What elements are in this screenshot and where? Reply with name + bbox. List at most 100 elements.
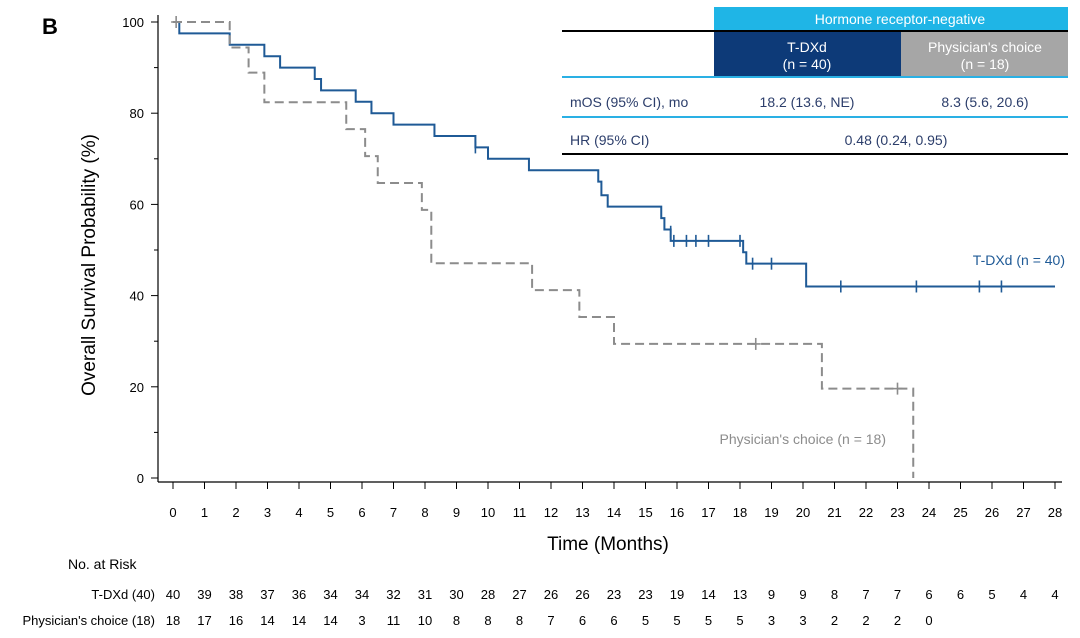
x-tick-label: 6 <box>358 505 365 520</box>
risk-value-tdxd: 13 <box>733 587 747 602</box>
x-tick-label: 5 <box>327 505 334 520</box>
x-tick-label: 8 <box>421 505 428 520</box>
x-tick-label: 18 <box>733 505 747 520</box>
risk-value-tdxd: 26 <box>575 587 589 602</box>
risk-value-pc: 11 <box>387 613 401 628</box>
x-tick-label: 0 <box>169 505 176 520</box>
risk-value-tdxd: 30 <box>449 587 463 602</box>
x-tick-label: 16 <box>670 505 684 520</box>
y-tick-label: 40 <box>130 289 144 304</box>
x-tick-label: 14 <box>607 505 621 520</box>
risk-value-pc: 2 <box>862 613 869 628</box>
risk-value-pc: 5 <box>736 613 743 628</box>
panel-label: B <box>42 14 58 39</box>
y-tick-label: 100 <box>122 15 144 30</box>
risk-value-pc: 6 <box>610 613 617 628</box>
risk-value-pc: 2 <box>894 613 901 628</box>
risk-value-tdxd: 38 <box>229 587 243 602</box>
table-col1-header: T-DXd <box>787 39 827 55</box>
risk-value-pc: 5 <box>673 613 680 628</box>
risk-value-tdxd: 37 <box>260 587 274 602</box>
risk-value-pc: 18 <box>166 613 180 628</box>
risk-value-pc: 16 <box>229 613 243 628</box>
km-curves <box>171 16 1055 478</box>
y-tick-label: 80 <box>130 106 144 121</box>
table-col2-header: Physician's choice <box>928 39 1042 55</box>
risk-value-tdxd: 8 <box>831 587 838 602</box>
x-tick-label: 23 <box>890 505 904 520</box>
x-tick-label: 21 <box>827 505 841 520</box>
y-tick-label: 20 <box>130 380 144 395</box>
x-tick-label: 11 <box>513 505 527 520</box>
x-tick-label: 1 <box>201 505 208 520</box>
risk-value-pc: 3 <box>768 613 775 628</box>
risk-value-tdxd: 9 <box>768 587 775 602</box>
table-col2-header-bg <box>901 32 1068 76</box>
table-row1-col2: 8.3 (5.6, 20.6) <box>941 94 1028 110</box>
risk-value-tdxd: 7 <box>894 587 901 602</box>
x-tick-label: 27 <box>1016 505 1030 520</box>
x-tick-label: 22 <box>859 505 873 520</box>
risk-value-tdxd: 19 <box>670 587 684 602</box>
table-col1-header-bg <box>714 32 901 76</box>
x-tick-label: 7 <box>390 505 397 520</box>
table-group-header: Hormone receptor-negative <box>815 11 986 27</box>
risk-value-pc: 5 <box>705 613 712 628</box>
risk-value-pc: 14 <box>323 613 337 628</box>
risk-value-tdxd: 23 <box>607 587 621 602</box>
x-axis-title: Time (Months) <box>547 534 669 555</box>
tdxd-curve-label: T-DXd (n = 40) <box>973 252 1065 268</box>
risk-value-tdxd: 31 <box>418 587 432 602</box>
y-ticks: 0 20 40 60 80 100 <box>122 15 158 486</box>
risk-value-tdxd: 27 <box>512 587 526 602</box>
risk-value-tdxd: 39 <box>197 587 211 602</box>
y-axis-title: Overall Survival Probability (%) <box>79 134 100 396</box>
x-tick-label: 17 <box>701 505 715 520</box>
risk-value-pc: 3 <box>358 613 365 628</box>
risk-value-tdxd: 5 <box>988 587 995 602</box>
risk-value-pc: 10 <box>418 613 432 628</box>
x-tick-label: 15 <box>638 505 652 520</box>
x-tick-label: 12 <box>544 505 558 520</box>
pc-curve <box>173 21 915 478</box>
risk-value-tdxd: 34 <box>355 587 369 602</box>
pc-curve-label: Physician's choice (n = 18) <box>720 431 886 447</box>
risk-value-pc: 5 <box>642 613 649 628</box>
risk-value-pc: 0 <box>925 613 932 628</box>
risk-value-tdxd: 9 <box>799 587 806 602</box>
x-tick-label: 20 <box>796 505 810 520</box>
risk-value-pc: 8 <box>453 613 460 628</box>
risk-value-pc: 3 <box>799 613 806 628</box>
risk-value-tdxd: 26 <box>544 587 558 602</box>
table-group-header-bg <box>714 7 1068 31</box>
risk-value-tdxd: 4 <box>1051 587 1058 602</box>
x-tick-label: 9 <box>453 505 460 520</box>
x-tick-label: 13 <box>575 505 589 520</box>
x-tick-label: 19 <box>764 505 778 520</box>
risk-value-tdxd: 32 <box>386 587 400 602</box>
table-row1-label: mOS (95% CI), mo <box>570 94 688 110</box>
summary-table: Hormone receptor-negative T-DXd (n = 40)… <box>562 7 1068 155</box>
risk-value-tdxd: 36 <box>292 587 306 602</box>
risk-row-label-tdxd: T-DXd (40) <box>91 587 155 602</box>
risk-value-pc: 8 <box>516 613 523 628</box>
risk-value-tdxd: 4 <box>1020 587 1027 602</box>
x-tick-label: 26 <box>985 505 999 520</box>
y-tick-label: 60 <box>130 197 144 212</box>
risk-values: 40 39 38 37 36 34 34 32 31 30 28 27 26 26 23 23 19 14 13 9 9… <box>166 587 1059 628</box>
table-col1-n: (n = 40) <box>783 56 832 72</box>
x-ticks: 0 1 2 3 4 5 6 7 8 9 10 11 12 13 14 15 16 17 18 19 20 21 22 23 24… <box>169 482 1062 520</box>
x-tick-label: 10 <box>481 505 495 520</box>
x-tick-label: 2 <box>232 505 239 520</box>
risk-value-pc: 2 <box>831 613 838 628</box>
risk-value-tdxd: 28 <box>481 587 495 602</box>
risk-value-tdxd: 6 <box>925 587 932 602</box>
risk-value-tdxd: 7 <box>862 587 869 602</box>
x-tick-label: 24 <box>922 505 936 520</box>
risk-value-tdxd: 34 <box>323 587 337 602</box>
risk-value-tdxd: 14 <box>701 587 715 602</box>
risk-value-pc: 14 <box>260 613 274 628</box>
risk-value-pc: 8 <box>484 613 491 628</box>
table-row2-label: HR (95% CI) <box>570 132 649 148</box>
